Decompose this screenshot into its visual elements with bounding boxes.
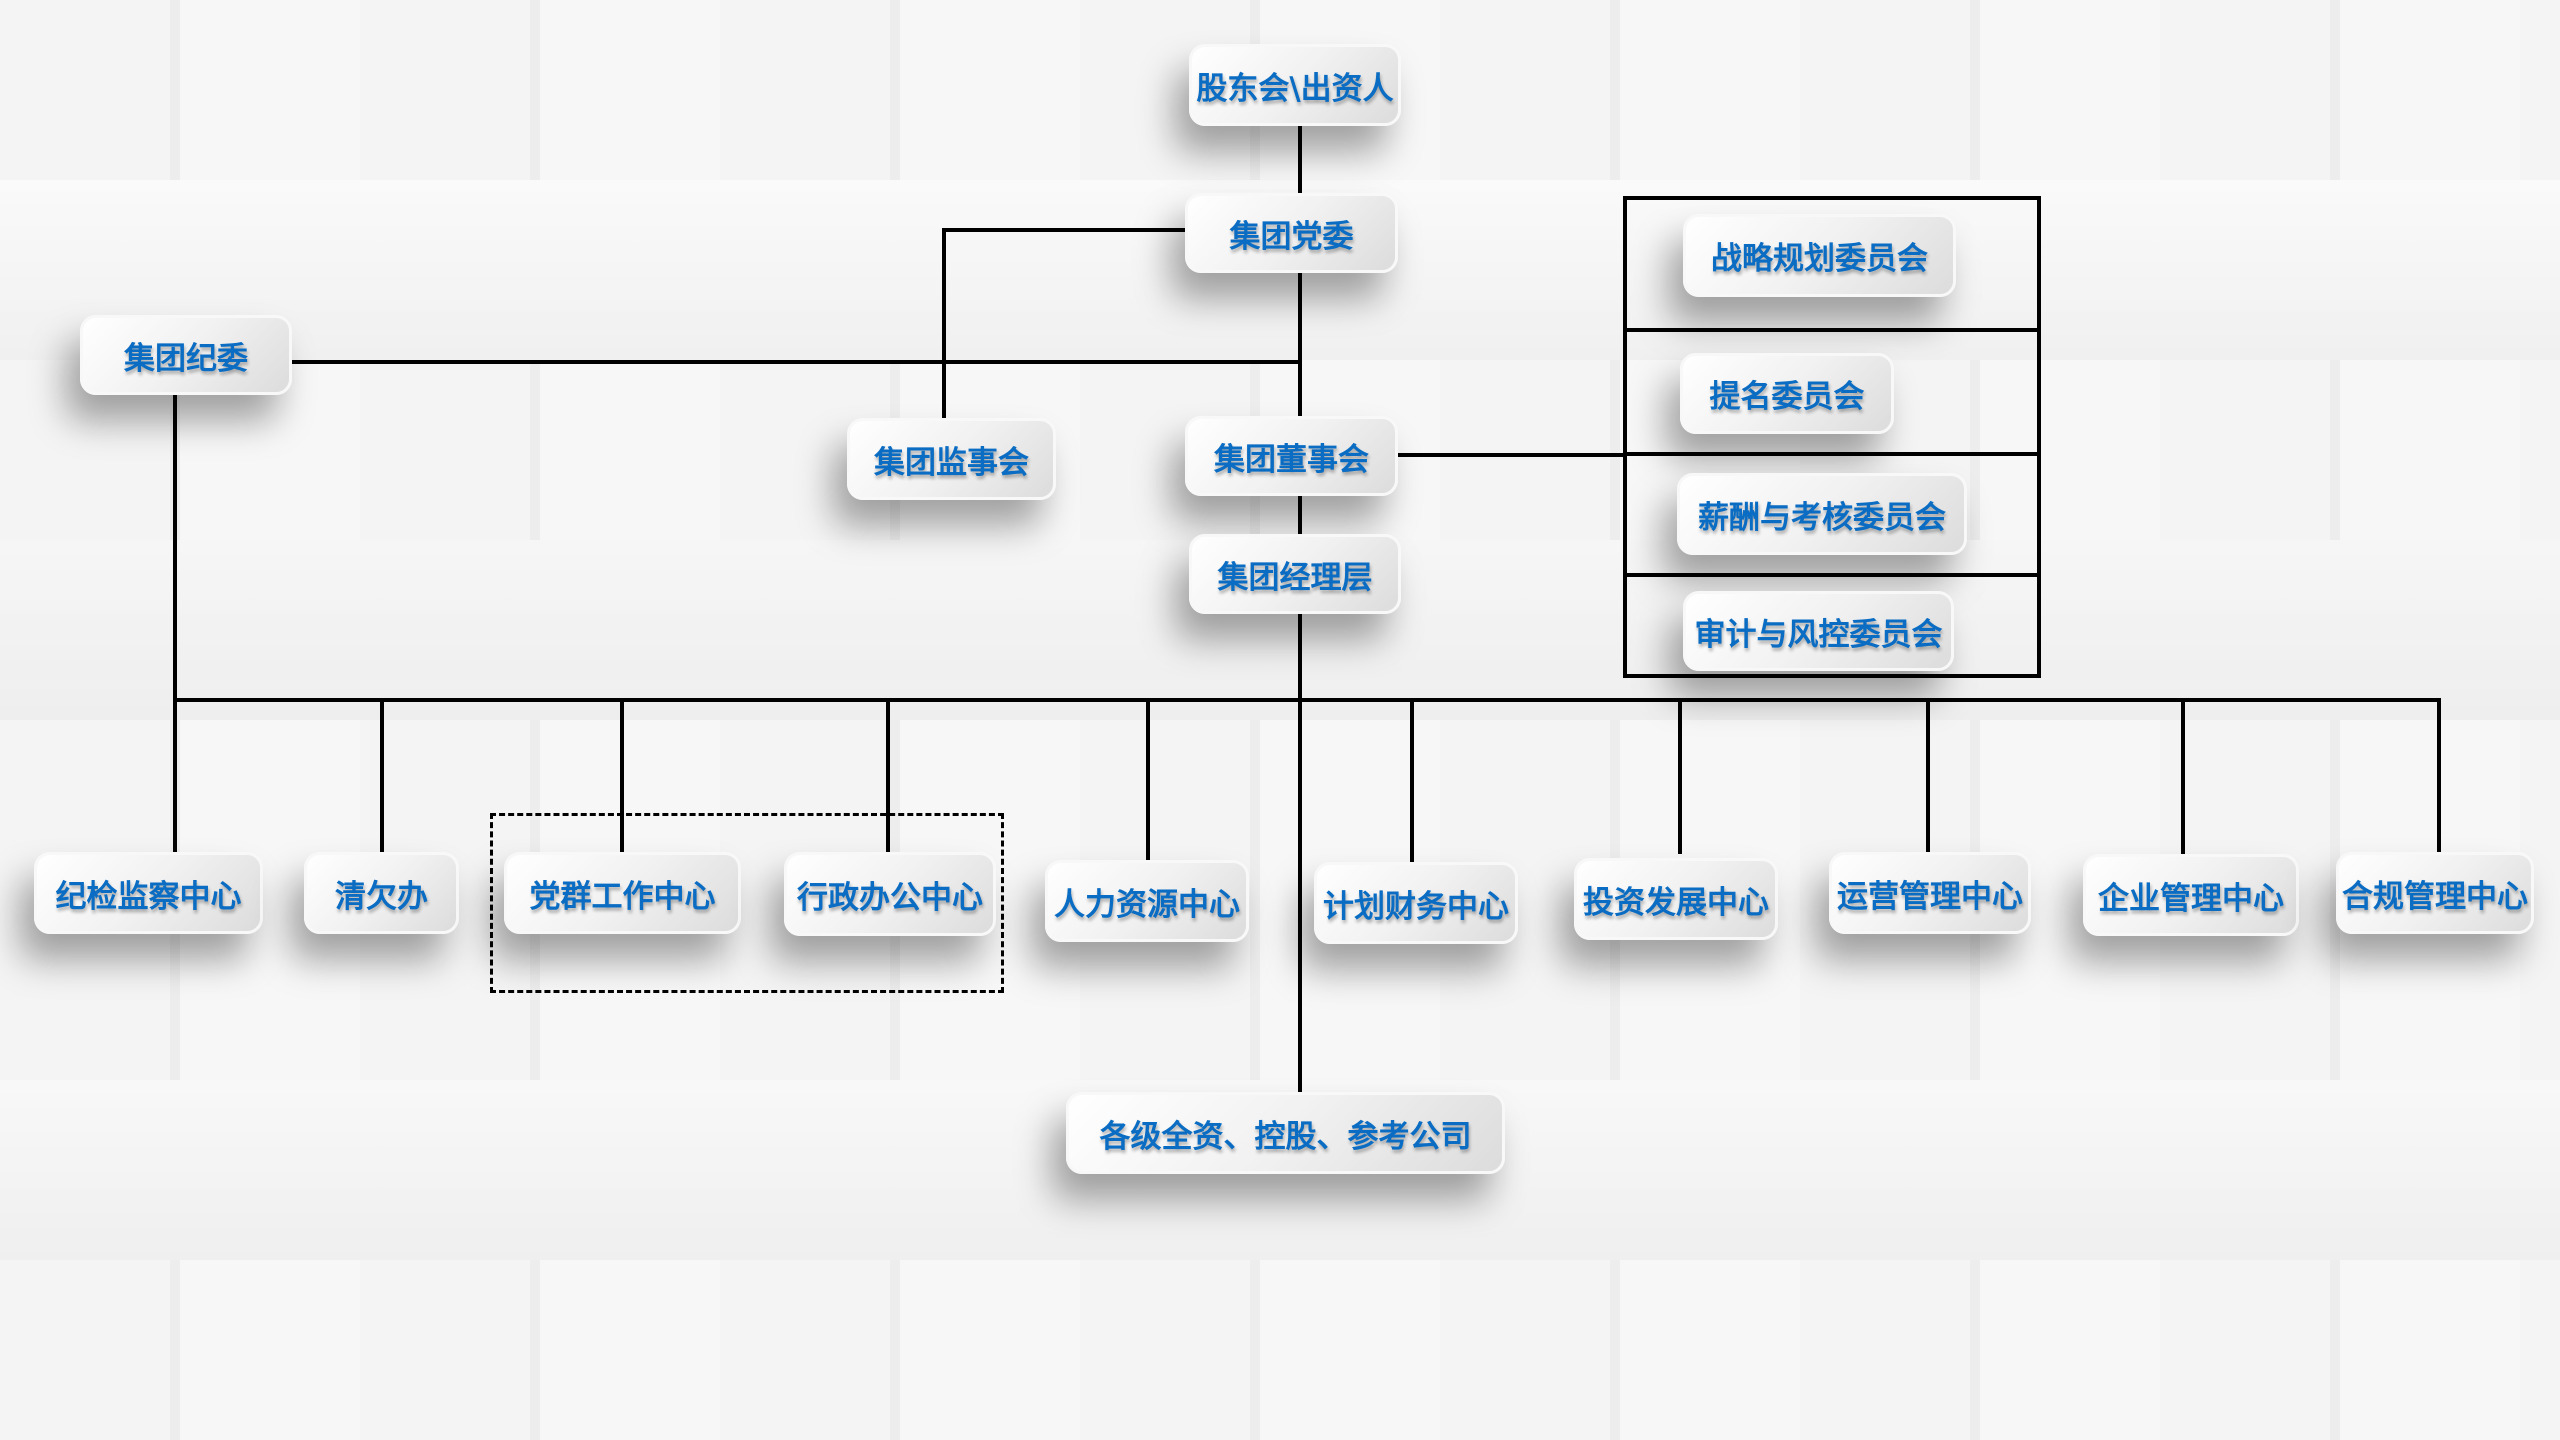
node-dept-planning-finance[interactable]: 计划财务中心 [1314,862,1518,944]
node-board-of-directors[interactable]: 集团董事会 [1185,416,1398,496]
connector-dept [620,698,624,852]
node-dept-debt-collection[interactable]: 清欠办 [304,852,459,934]
node-label: 清欠办 [335,878,428,915]
node-label: 集团党委 [1229,218,1354,255]
node-label: 党群工作中心 [529,878,716,915]
node-label: 各级全资、控股、参考公司 [1099,1118,1472,1155]
node-shareholders[interactable]: 股东会\出资人 [1189,44,1401,126]
node-label: 薪酬与考核委员会 [1698,499,1946,536]
node-subsidiaries[interactable]: 各级全资、控股、参考公司 [1066,1092,1505,1174]
node-label: 合规管理中心 [2342,878,2528,915]
node-dept-enterprise-management[interactable]: 企业管理中心 [2083,854,2299,936]
node-dept-investment[interactable]: 投资发展中心 [1574,858,1778,940]
connector-supervisory-drop [942,228,946,418]
connector-dept [2181,698,2185,854]
connector-dept [1926,698,1930,854]
node-dept-compliance[interactable]: 合规管理中心 [2336,852,2534,934]
committee-divider [1623,328,2041,332]
department-bus-line [173,698,2441,702]
node-label: 人力资源中心 [1054,886,1240,923]
node-committee-nomination[interactable]: 提名委员会 [1680,353,1894,434]
node-supervisory-board[interactable]: 集团监事会 [847,418,1056,500]
connector-discipline-drop [173,395,177,852]
connector-dept [1678,698,1682,854]
connector-dept [380,698,384,852]
node-dept-human-resources[interactable]: 人力资源中心 [1045,860,1249,942]
node-label: 集团经理层 [1217,559,1373,596]
connector-board-committees [1398,453,1625,457]
node-dept-administration[interactable]: 行政办公中心 [784,852,996,936]
dashed-group-frame [490,813,1004,993]
node-dept-party-affairs[interactable]: 党群工作中心 [504,852,741,934]
connector-dept [1410,698,1414,862]
node-committee-audit-risk[interactable]: 审计与风控委员会 [1683,591,1954,671]
connector-discipline [292,360,1300,364]
node-management[interactable]: 集团经理层 [1189,534,1401,614]
node-label: 计划财务中心 [1323,888,1509,925]
committee-divider [1623,452,2037,456]
node-label: 企业管理中心 [2098,880,2284,917]
node-label: 审计与风控委员会 [1694,616,1943,653]
node-label: 运营管理中心 [1837,878,2023,915]
node-label: 集团监事会 [874,444,1029,481]
node-label: 战略规划委员会 [1711,241,1928,277]
connector-dept [1146,698,1150,860]
connector-dept [886,698,890,852]
node-committee-compensation[interactable]: 薪酬与考核委员会 [1677,473,1967,555]
node-label: 集团董事会 [1214,441,1369,478]
node-committee-strategy[interactable]: 战略规划委员会 [1683,214,1956,297]
node-label: 纪检监察中心 [55,878,242,915]
committee-divider [1623,573,2041,577]
node-label: 投资发展中心 [1583,884,1769,921]
node-label: 提名委员会 [1709,379,1865,415]
node-party-committee[interactable]: 集团党委 [1185,193,1398,273]
connector-party-supervisory [944,228,1185,232]
node-dept-operations[interactable]: 运营管理中心 [1829,852,2031,934]
node-label: 行政办公中心 [797,879,983,916]
node-label: 集团纪委 [124,340,248,377]
node-discipline-committee[interactable]: 集团纪委 [80,315,292,395]
node-label: 股东会\出资人 [1196,70,1394,107]
committees-frame [1623,196,2041,678]
node-dept-discipline-inspection[interactable]: 纪检监察中心 [34,852,263,934]
connector-dept [2437,698,2441,854]
